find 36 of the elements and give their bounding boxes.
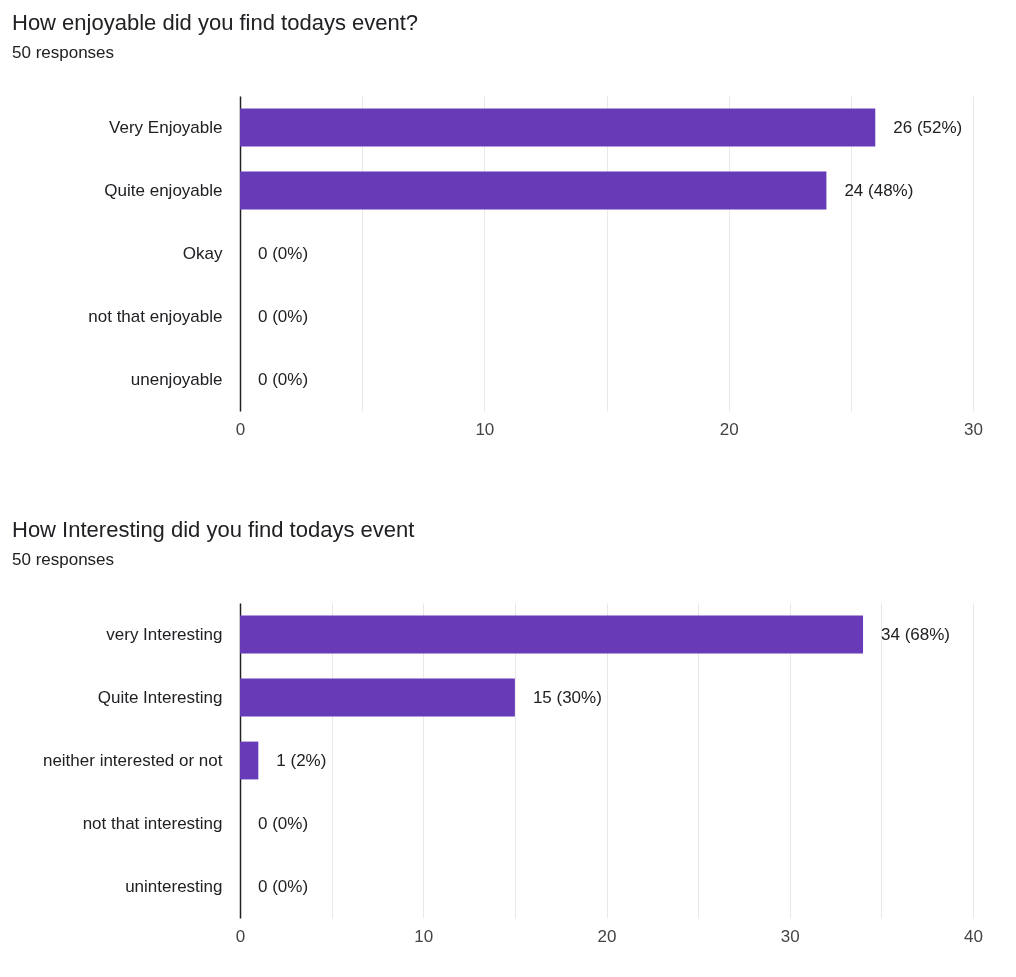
x-tick-label: 30 [964, 419, 983, 439]
x-tick-label: 20 [719, 419, 739, 439]
text: 50 responses [12, 43, 115, 62]
chart-title: How Interesting did you find todays event [12, 517, 415, 542]
data-label: 15 (30%) [532, 687, 602, 707]
y-tick-label: not that interesting [82, 813, 223, 833]
data-label: 24 (48%) [844, 180, 914, 200]
y-tick-label: uninteresting [125, 876, 223, 896]
x-tick-label: 20 [597, 926, 617, 946]
data-label: 1 (2%) [276, 750, 327, 770]
chart-title: How enjoyable did you find todays event? [12, 10, 419, 35]
data-label: 0 (0%) [258, 243, 309, 263]
y-tick-label: Quite Interesting [97, 687, 223, 707]
x-tick-label: 40 [964, 926, 983, 946]
y-tick-label: not that enjoyable [88, 306, 223, 326]
bar [240, 741, 259, 780]
bar [240, 615, 864, 654]
y-tick-label: unenjoyable [130, 369, 223, 389]
y-tick-label: Quite enjoyable [104, 180, 223, 200]
data-label: 34 (68%) [881, 624, 951, 644]
bar [240, 678, 515, 717]
x-tick-label: 0 [235, 419, 246, 439]
data-label: 0 (0%) [258, 306, 309, 326]
x-tick-label: 30 [780, 926, 800, 946]
y-tick-label: Okay [182, 243, 223, 263]
data-label: 0 (0%) [258, 813, 309, 833]
x-tick-label: 10 [475, 419, 495, 439]
x-tick-label: 0 [235, 926, 246, 946]
x-tick-label: 10 [414, 926, 434, 946]
data-label: 26 (52%) [893, 117, 963, 137]
y-tick-label: neither interested or not [42, 750, 223, 770]
y-tick-label: very Interesting [106, 624, 223, 644]
y-tick-label: Very Enjoyable [109, 117, 223, 137]
data-label: 0 (0%) [258, 369, 309, 389]
data-label: 0 (0%) [258, 876, 309, 896]
text: 50 responses [12, 550, 115, 569]
